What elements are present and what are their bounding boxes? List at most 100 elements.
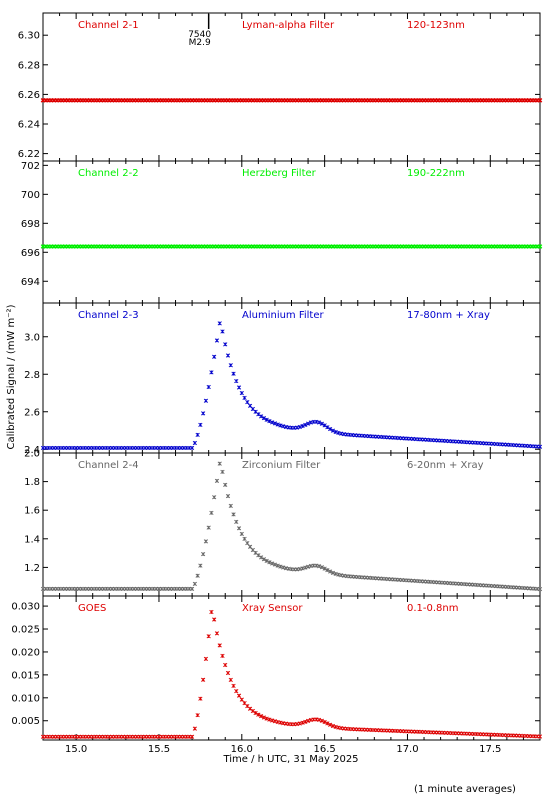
data-point [231,512,236,517]
averaging-note: (1 minute averages) [414,784,516,795]
y-tick-label: 0.015 [11,670,40,681]
data-point [305,718,311,723]
panel-1: 6.22 6.24 6.26 6.28 6.30 Channel 2-1 Lyman-alp… [18,12,543,162]
data-point [192,440,197,446]
x-tick-label: 17.0 [396,744,418,755]
y-tick-label: 6.28 [18,60,40,71]
data-point [330,723,336,729]
series-points [40,609,543,739]
data-point [206,525,211,530]
data-point [223,662,228,668]
series-points [40,461,543,592]
panel-5: 0.005 0.010 0.015 0.020 0.025 0.030 15.0 15.5 16… [11,595,543,755]
panel-3: 2.4 2.6 2.8 3.0 Channel 2-3 Aluminium Filter 1… [24,302,543,456]
panel-2: 694 696 698 700 702 Channel 2-2 Herzberg Filte… [21,160,543,304]
data-point [264,558,269,563]
y-tick-label: 0.010 [11,693,40,704]
data-point [212,354,217,359]
data-point [267,560,272,565]
data-point [305,421,311,426]
channel-label: Channel 2-1 [78,20,139,31]
data-point [328,426,333,432]
data-point [212,617,217,622]
data-point [234,519,239,524]
data-point [322,719,327,725]
data-point [217,643,222,648]
data-point [303,565,308,570]
data-point [319,565,324,570]
x-axis-label: Time / h UTC, 31 May 2025 [222,754,358,765]
data-point [328,722,333,727]
data-point [201,411,206,416]
data-point [245,540,250,546]
y-tick-label: 3.0 [24,332,40,343]
data-point [537,444,543,449]
data-point [261,557,267,562]
band-label: 17-80nm + Xray [407,310,490,321]
data-point [198,563,203,568]
data-point [259,714,264,719]
y-tick-label: 2.8 [24,370,40,381]
data-point [333,429,338,435]
data-point [228,363,233,368]
y-tick-label: 6.22 [18,149,40,160]
data-point [272,421,278,426]
data-point [270,561,275,566]
data-point [209,510,214,515]
data-point [261,416,267,421]
data-point [225,353,231,358]
data-point [198,696,203,701]
filter-label: Zirconium Filter [242,460,321,471]
filter-label: Xray Sensor [242,603,303,614]
data-point [300,423,305,429]
x-tick-label: 15.5 [148,744,170,755]
data-point [225,670,231,676]
channel-label: GOES [78,603,106,614]
data-point [220,653,225,659]
data-point [325,567,330,573]
data-point [303,422,308,427]
data-point [537,586,543,592]
data-point [239,531,244,537]
series-points [40,244,543,249]
data-point [242,395,247,401]
filter-label: Lyman-alpha Filter [242,20,335,31]
data-point [189,586,195,591]
data-point [223,482,228,487]
data-point [198,422,203,427]
data-point [201,552,206,557]
data-point [259,414,264,419]
y-tick-label: 0.020 [11,647,40,658]
data-point [267,419,272,424]
data-point [250,708,255,714]
data-point [214,478,220,483]
x-tick-label: 15.0 [65,744,87,755]
series-points [40,98,543,103]
data-point [212,495,217,500]
data-point [236,693,242,698]
data-point [203,398,209,403]
y-axis-label: Calibrated Signal / (mW m⁻²) [6,304,17,449]
y-tick-label: 694 [21,277,40,288]
data-point [316,420,322,425]
data-point [189,734,195,739]
data-point [195,573,200,578]
data-point [234,688,239,694]
y-tick-label: 2.0 [24,449,40,460]
data-point [228,503,233,509]
data-point [316,717,322,722]
y-tick-label: 696 [21,248,40,259]
data-point [270,420,275,425]
data-point [214,631,220,636]
y-tick-label: 1.8 [24,477,40,488]
data-point [201,677,206,682]
data-point [223,342,228,347]
data-point [264,716,269,721]
channel-label: Channel 2-4 [78,460,139,471]
x-tick-label: 16.5 [314,744,336,755]
data-point [206,634,211,639]
flare-id-label: 7540 [188,30,211,40]
data-point [275,422,280,427]
x-tick-label: 16.0 [231,744,253,755]
